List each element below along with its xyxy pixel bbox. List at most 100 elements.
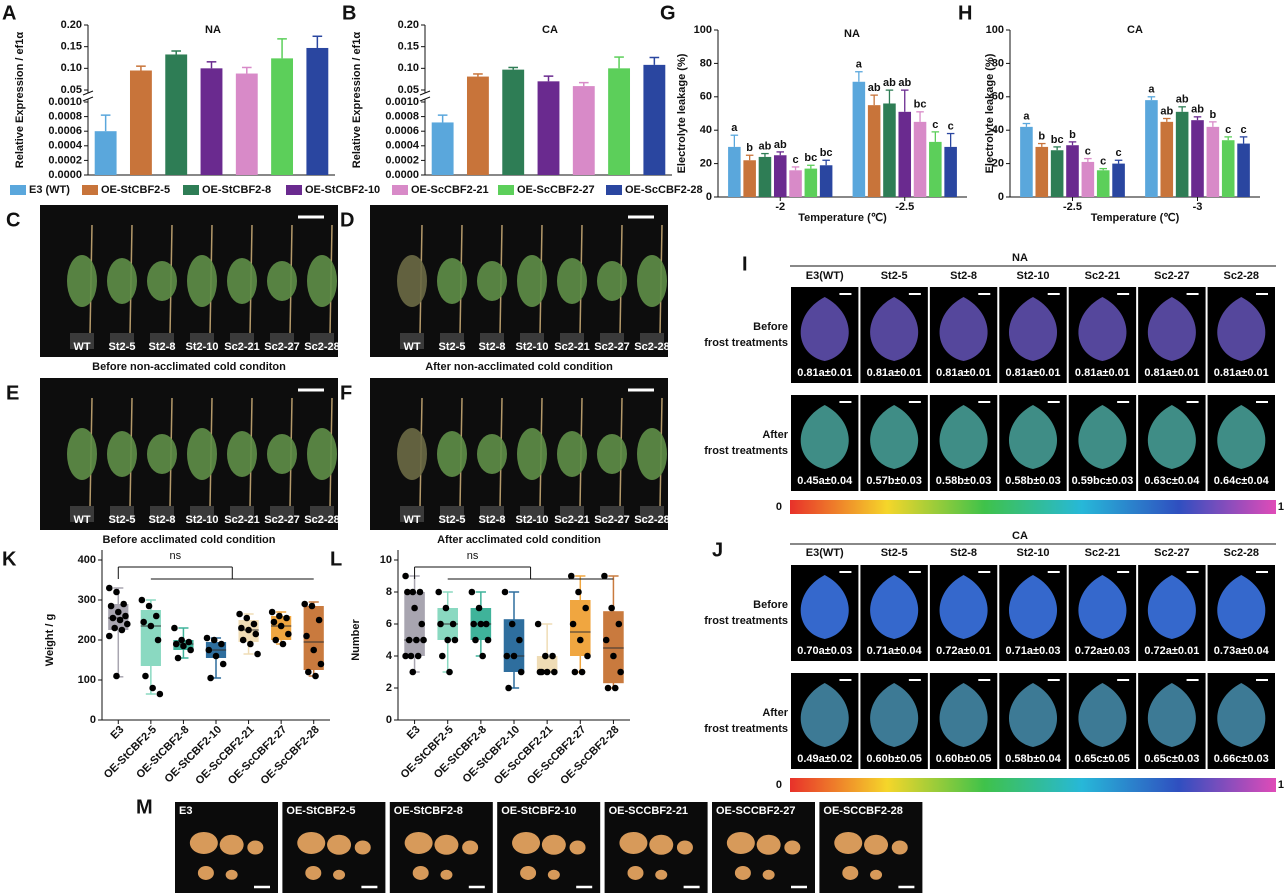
significance-letter: c [932,119,938,131]
fv-fm-value: 0.72a±0.01 [936,645,991,657]
bar [608,68,631,175]
tuber [297,831,326,854]
data-point [174,654,182,662]
bar [572,86,595,175]
data-point [207,674,214,682]
fv-fm-value: 0.81a±0.01 [867,367,922,379]
data-point [205,646,213,654]
data-point [617,668,624,676]
y-tick-label: 0.15 [61,41,82,53]
tuber [225,869,238,880]
data-point [283,614,290,622]
fv-fm-value: 0.58b±0.03 [1005,475,1061,487]
y-tick-label: 300 [78,594,96,606]
tuber [891,840,908,855]
plant [477,434,507,474]
data-point [582,604,589,612]
plant [597,261,627,301]
plant-label: St2-5 [439,341,466,353]
tuber-label: OE-SCCBF2-27 [716,805,795,817]
plant-label: St2-8 [479,514,506,526]
data-point [172,640,180,648]
x-tick-label: OE-ScCBF2-28 [259,724,322,787]
fv-fm-value: 0.72a±0.01 [1144,645,1199,657]
fv-fm-value: 0.60b±0.05 [936,753,992,765]
data-point [442,604,450,612]
bar [200,68,223,175]
legend-swatch [10,185,26,195]
color-bar-label: 1 [1278,779,1284,791]
significance-letter: ab [868,82,881,94]
fv-fm-value: 0.81a±0.01 [797,367,852,379]
bar [94,131,117,175]
data-point [147,622,155,630]
y-tick-label: 0.0010 [48,96,82,108]
tuber-label: OE-StCBF2-8 [394,805,463,817]
significance-letter: bc [1051,134,1064,146]
data-point [470,620,477,628]
y-tick-label: 10 [380,554,392,566]
bar [1096,170,1110,197]
data-point [543,668,551,676]
data-point [551,668,558,676]
pot [480,333,504,349]
tuber [247,840,264,855]
bar [431,122,454,175]
fv-fm-value: 0.60b±0.05 [866,753,922,765]
pot [190,333,214,349]
data-point [405,636,413,644]
plant-label: Sc2-21 [224,341,259,353]
bar [1020,126,1033,197]
data-point [145,602,153,610]
significance-letter: ab [1160,105,1173,117]
data-point [437,620,444,628]
plant-label: WT [403,514,420,526]
y-tick-label: 0.0002 [385,154,419,166]
data-point [276,612,283,620]
y-tick-label: 2 [386,682,392,694]
chart-title: CA [1127,24,1143,36]
fv-fm-value: 0.81a±0.01 [1144,367,1199,379]
legend-label: E3 (WT) [29,184,70,196]
data-point [105,584,113,592]
pot [150,506,174,522]
data-point [611,684,619,692]
tuber-label: OE-SCCBF2-28 [823,805,902,817]
tuber [189,831,218,854]
x-tick-label: E3 [108,724,126,742]
pot [440,333,464,349]
axis-break [419,96,431,102]
y-tick-label: 0 [706,191,712,203]
significance-letter: b [1038,130,1045,142]
bar [773,155,787,197]
y-tick-label: 0.0008 [385,111,419,123]
fv-fm-value: 0.59bc±0.03 [1072,475,1134,487]
photo-caption: Before acclimated cold condition [103,534,276,546]
bar [537,81,560,175]
x-tick-label: OE-ScCBF2-27 [226,724,289,787]
y-tick-label: 0 [90,714,96,726]
data-point [475,604,483,612]
annotation: ns [467,550,479,562]
data-point [604,684,612,692]
y-axis-label: Relative Expression / ef1α [14,32,26,169]
pot [560,506,584,522]
data-point [510,652,518,660]
plant-label: St2-5 [439,514,466,526]
data-point [472,636,479,644]
significance-letter: ab [898,77,911,89]
tuber-label: E3 [179,805,192,817]
y-tick-label: 0.0000 [48,169,82,181]
row-label: frost treatments [704,615,788,627]
leaf [939,297,988,361]
bar [235,73,258,175]
box [570,600,591,656]
data-point [435,588,443,596]
bar [1191,120,1204,197]
leaf [1078,297,1127,361]
plant [517,255,547,307]
data-point [210,636,218,644]
data-point [451,636,459,644]
plant [557,258,587,304]
plant [307,255,337,307]
